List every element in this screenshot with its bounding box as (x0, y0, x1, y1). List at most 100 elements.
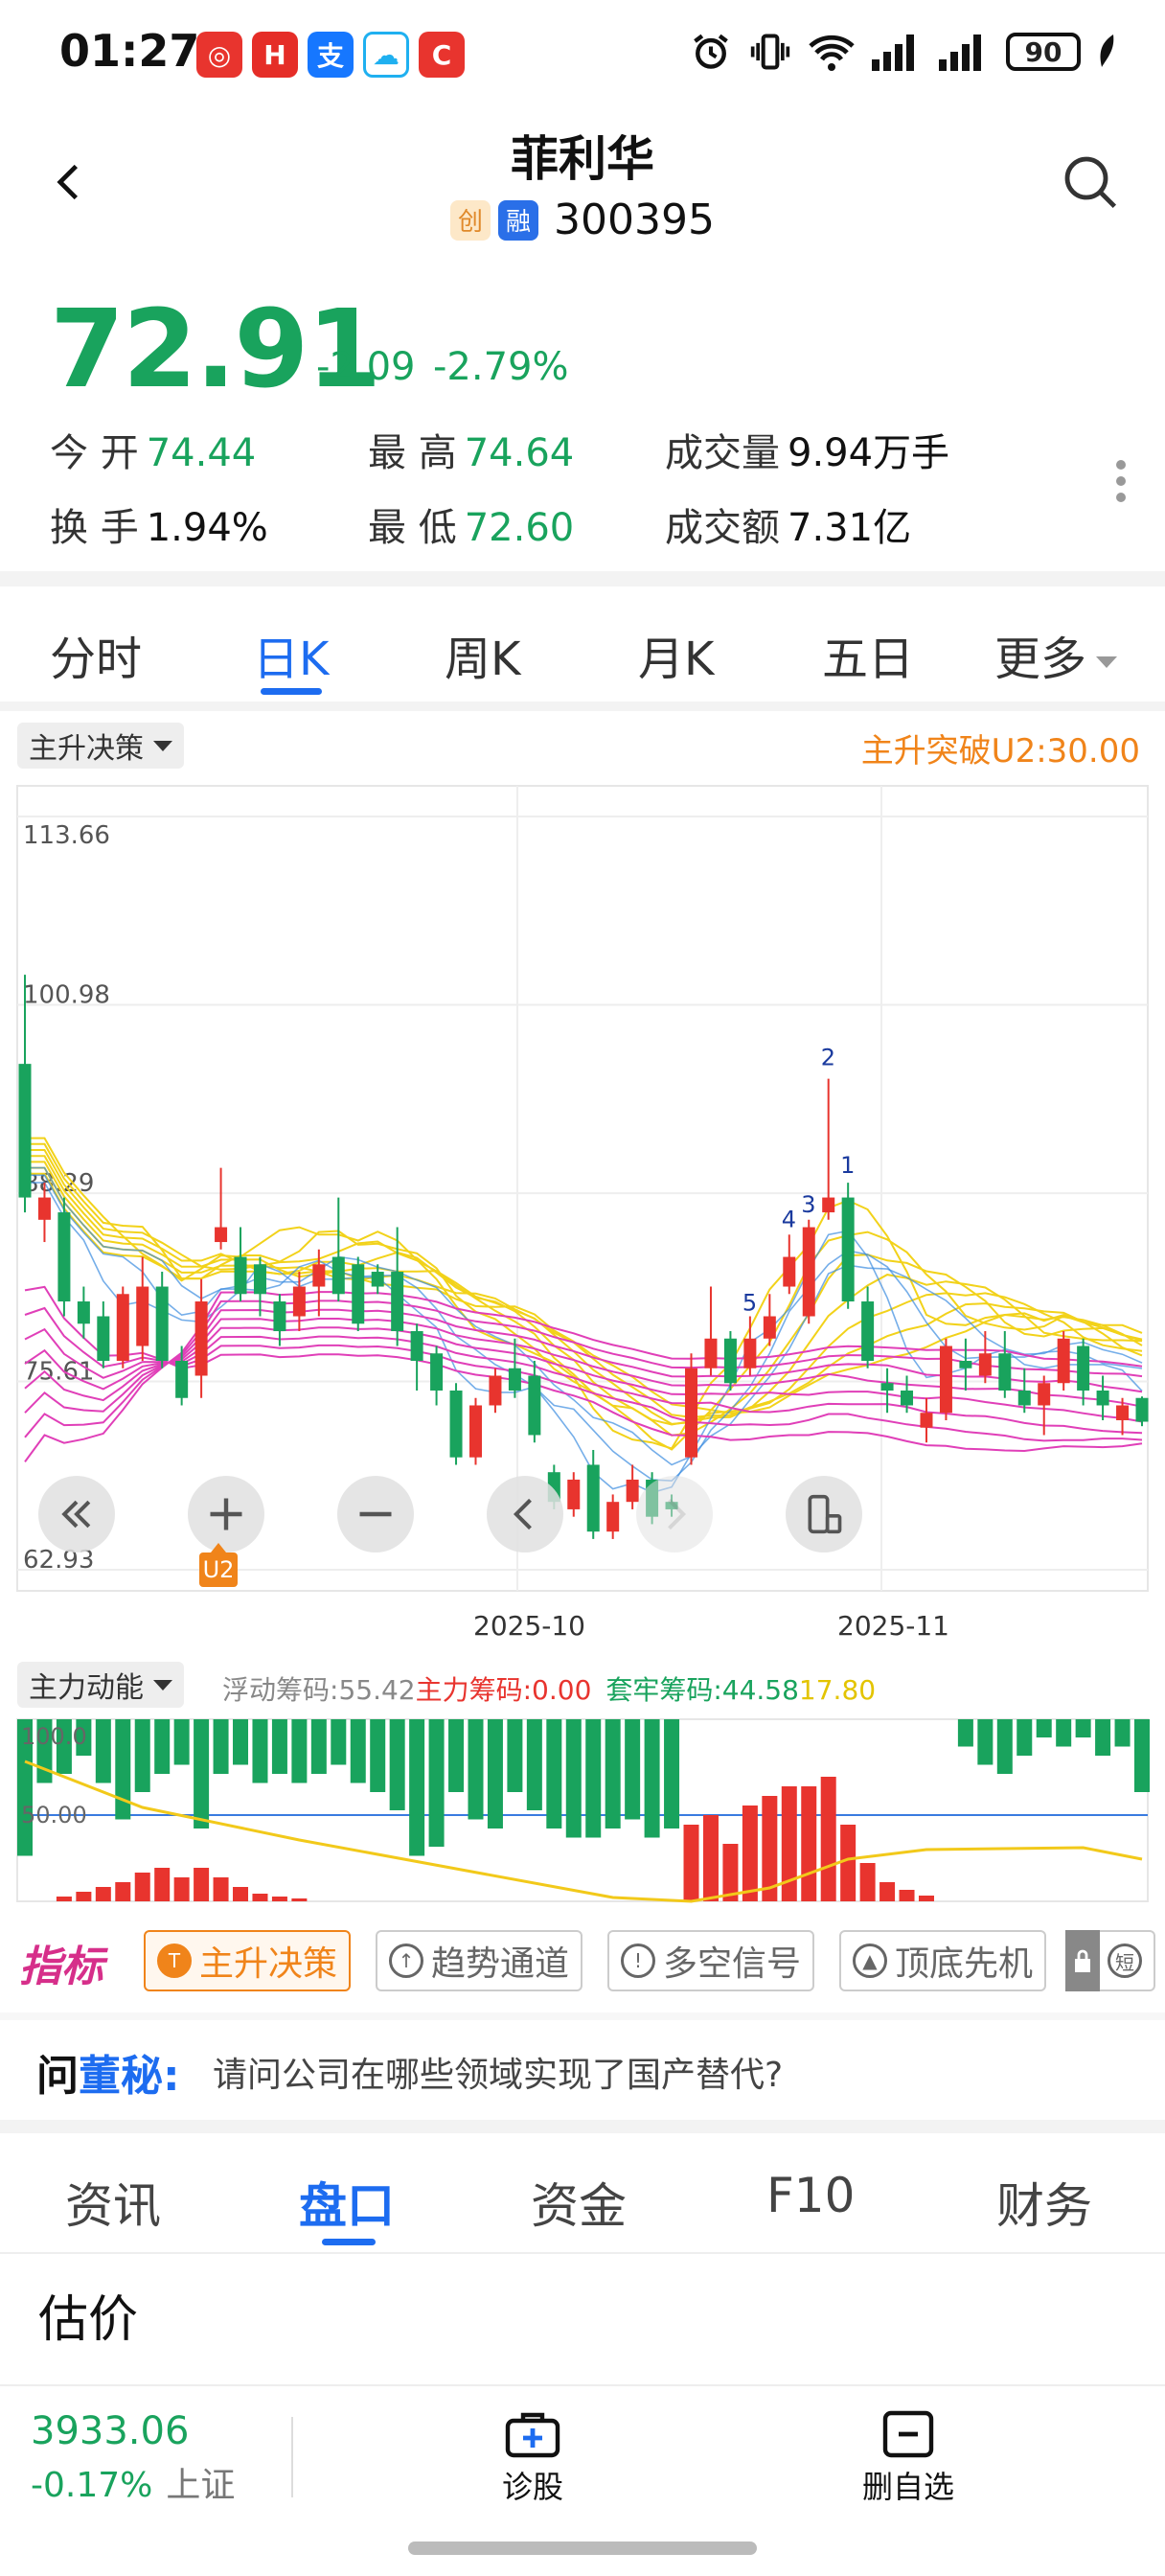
indicator-chip-trend[interactable]: ↑ 趋势通道 (376, 1930, 583, 1991)
kchart-indicator-dropdown[interactable]: 主升决策 (17, 723, 184, 769)
index-value[interactable]: 3933.06 (31, 2409, 190, 2453)
zoom-in-button[interactable] (188, 1476, 264, 1552)
main-chip-bar (859, 1863, 876, 1901)
active-tab-indicator (261, 688, 322, 695)
scroll-left-button[interactable] (487, 1476, 563, 1552)
candle-body (920, 1413, 933, 1428)
tab-intraday[interactable]: 分时 (50, 632, 143, 686)
chevron-left-icon (513, 1498, 532, 1530)
trap-chip-bar (957, 1719, 973, 1747)
ask-secretary-row[interactable]: 问董秘: 请问公司在哪些领域实现了国产替代? (0, 2032, 1165, 2108)
candle-body (468, 1405, 482, 1458)
chevron-down-icon (1096, 656, 1118, 668)
trap-chip-bar (448, 1719, 465, 1792)
more-vertical-icon[interactable] (1115, 460, 1127, 502)
search-icon[interactable] (1060, 151, 1121, 213)
margin-tag: 融 (498, 199, 539, 241)
index-change[interactable]: -0.17% 上证 (31, 2457, 235, 2507)
trap-chip-bar (1056, 1719, 1072, 1747)
momentum-y-tick: 50.00 (21, 1802, 87, 1828)
tab-f10[interactable]: F10 (766, 2168, 856, 2223)
minus-icon (359, 1511, 392, 1517)
trap-chip-bar (546, 1719, 562, 1828)
candle-body (449, 1390, 463, 1458)
indicator-chip-topbottom[interactable]: ▲ 顶底先机 (839, 1930, 1047, 1991)
candle-body (528, 1375, 541, 1436)
remove-favorite-label: 删自选 (861, 2469, 954, 2505)
stock-code-row: 创 融 300395 (0, 196, 1165, 244)
tab-orderbook[interactable]: 盘口 (299, 2178, 395, 2234)
back-arrow-icon[interactable] (48, 161, 90, 203)
upload-arrow-icon: ↑ (389, 1944, 423, 1978)
main-chip-bar (134, 1873, 150, 1901)
candle-body (841, 1197, 855, 1302)
tab-news[interactable]: 资讯 (65, 2178, 161, 2234)
remove-favorite-button[interactable]: 删自选 (841, 2409, 975, 2507)
section-divider (0, 2012, 1165, 2020)
tab-five-day[interactable]: 五日 (822, 632, 915, 686)
signal-icon-1 (872, 34, 914, 71)
tab-weekly-k[interactable]: 周K (445, 632, 521, 686)
ma-short-line (25, 1166, 1143, 1466)
candle-body (253, 1264, 266, 1295)
chip-indicator-dropdown[interactable]: 主力动能 (17, 1662, 184, 1708)
candle-body (704, 1338, 718, 1368)
candle-body (155, 1286, 169, 1362)
trap-chip-bar (213, 1719, 229, 1774)
trap-chip-bar (1134, 1719, 1150, 1792)
trap-chip-bar (1075, 1719, 1091, 1737)
candle-body (391, 1272, 404, 1332)
main-chip-bar (840, 1825, 857, 1901)
x-tick-oct: 2025-10 (473, 1610, 585, 1642)
main-chip-bar (702, 1815, 719, 1901)
main-chip-bar (115, 1882, 131, 1901)
indicator-chip-main-rise[interactable]: T 主升决策 (144, 1930, 352, 1991)
candle-body (489, 1375, 502, 1406)
tab-more[interactable]: 更多 (994, 621, 1118, 688)
trap-chip-bar (996, 1719, 1013, 1774)
status-bar: 01:27 ◎ H 支 ☁ C 90 (0, 0, 1165, 113)
main-chip-bar (801, 1786, 817, 1901)
jd-app-icon: H (252, 32, 298, 78)
rotate-screen-button[interactable] (786, 1476, 862, 1552)
ma-ribbon-line (25, 1142, 1143, 1451)
tab-monthly-k[interactable]: 月K (638, 632, 715, 686)
indicator-chip-signal[interactable]: ! 多空信号 (607, 1930, 815, 1991)
ma-long-line (24, 1300, 1143, 1438)
ma-short-line (25, 1182, 1143, 1494)
ma-ribbon-line (25, 1172, 1143, 1414)
indicator-chip-short[interactable]: 短 (1065, 1930, 1155, 1991)
candle-body (1077, 1346, 1090, 1391)
turnover-value: 1.94% (146, 506, 268, 550)
chevron-down-icon (153, 740, 172, 751)
mountain-icon: ▲ (853, 1944, 887, 1978)
zoom-out-button[interactable] (337, 1476, 414, 1552)
ma-long-line (24, 1285, 1143, 1453)
tab-financials[interactable]: 财务 (996, 2178, 1092, 2234)
candle-body (1116, 1405, 1130, 1420)
stock-header: 菲利华 创 融 300395 (0, 113, 1165, 257)
trap-chip-bar (252, 1719, 268, 1783)
trap-chip-bar (1095, 1719, 1111, 1756)
diagnose-button[interactable]: 诊股 (466, 2409, 600, 2507)
tab-funds[interactable]: 资金 (531, 2178, 627, 2234)
tab-daily-k[interactable]: 日K (253, 632, 330, 686)
candle-body (292, 1286, 306, 1317)
chinext-tag: 创 (450, 199, 491, 241)
candle-body (273, 1301, 286, 1332)
scroll-right-button[interactable] (636, 1476, 713, 1552)
open-stat: 今 开 74.44 (50, 422, 256, 477)
main-chip-bar (820, 1777, 836, 1901)
trap-chip-bar (468, 1719, 484, 1820)
home-indicator[interactable] (408, 2542, 757, 2555)
ask-question[interactable]: 请问公司在哪些领域实现了国产替代? (213, 2056, 784, 2095)
chip-legend: 浮动筹码:55.42主力筹码:0.00 套牢筹码:44.5817.80 (222, 1669, 876, 1708)
high-label: 最 高 (368, 431, 457, 475)
trap-chip-bar (1036, 1719, 1052, 1737)
status-indicators: 90 (690, 31, 1117, 73)
rewind-button[interactable] (38, 1476, 115, 1552)
section-divider (0, 2120, 1165, 2133)
momentum-chart[interactable]: 100.0 50.00 (0, 1715, 1165, 1907)
candle-body (783, 1256, 796, 1287)
ma-short-line (25, 1174, 1143, 1483)
